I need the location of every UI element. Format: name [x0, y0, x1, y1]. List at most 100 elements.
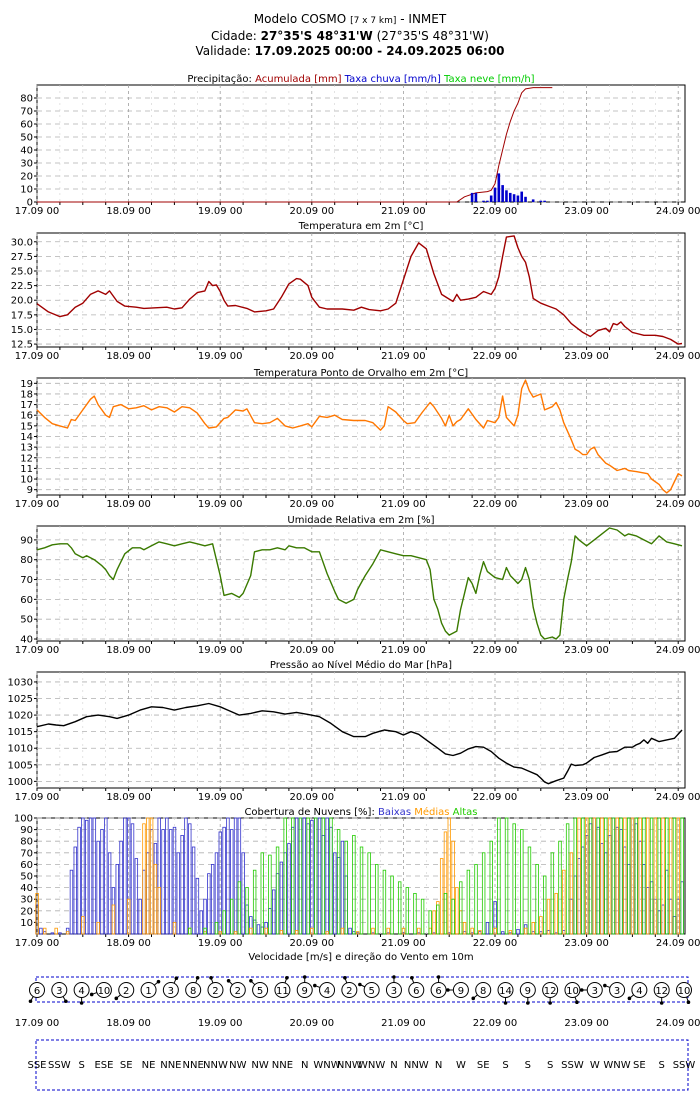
validity-label: Validade: — [195, 44, 251, 58]
wind-speed-value: 3 — [592, 986, 598, 997]
x-tick-label: 20.09 00 — [290, 499, 335, 510]
cloud-bar-altas — [642, 817, 646, 935]
wind-arrow-head — [313, 983, 317, 988]
cloud-bar-baixas — [199, 910, 203, 935]
chart-dewpoint: Temperatura Ponto de Orvalho em 2m [°C] 9… — [15, 368, 700, 510]
rain-rate-bar — [486, 200, 489, 202]
cloud-bar-médias — [153, 864, 158, 935]
wind-arrow-head — [174, 976, 179, 981]
cloud-bar-médias — [172, 922, 177, 935]
series-line — [36, 702, 683, 785]
cloud-bar-altas — [543, 875, 547, 935]
cloud-bar-baixas — [241, 852, 245, 935]
validity-value: 17.09.2025 00:00 - 24.09.2025 06:00 — [254, 44, 505, 58]
y-tick-label: 80 — [20, 555, 33, 566]
wind-speed-circle — [140, 982, 157, 998]
wind-direction-label: S — [502, 1060, 508, 1071]
cloud-bar-altas — [558, 840, 562, 935]
wind-direction-label: WNW — [313, 1060, 340, 1071]
series-line — [36, 527, 683, 640]
cloud-bar-altas — [275, 846, 280, 935]
y-tick-label: 90 — [20, 825, 33, 836]
cloud-bar-altas — [535, 864, 539, 935]
cloud-bar-baixas — [88, 817, 93, 935]
wind-direction-label: N — [390, 1060, 397, 1071]
y-tick-label: 30 — [20, 895, 33, 906]
y-tick-label: 25.0 — [11, 267, 33, 278]
wind-arrow-head — [226, 979, 231, 983]
wind-speed-value: 2 — [123, 986, 129, 997]
cloud-bar-baixas — [92, 817, 97, 935]
cloud-bar-altas — [527, 846, 532, 935]
chart-temp: Temperatura em 2m [°C] 12.5 15.0 17.5 20.0 22… — [11, 221, 700, 362]
cloud-bar-médias — [233, 931, 238, 935]
chart-title: Pressão ao Nível Médio do Mar [hPa] — [270, 659, 452, 671]
cloud-bar-baixas — [161, 829, 165, 935]
cloud-bar-médias — [638, 817, 642, 935]
cloud-bar-médias — [630, 817, 635, 935]
cloud-bar-altas — [291, 817, 295, 935]
x-tick-label: 22.09 00 — [473, 351, 518, 362]
cloud-bar-altas — [588, 817, 593, 935]
x-tick-label: 23.09 00 — [564, 938, 609, 949]
y-tick-label: 50 — [20, 615, 33, 626]
wind-arrow-head — [156, 979, 161, 984]
cloud-bar-altas — [489, 840, 493, 935]
cloud-bar-médias — [81, 916, 85, 935]
y-tick-label: 11 — [20, 464, 33, 475]
cloud-bar-altas — [352, 835, 356, 935]
x-tick-label: 17.09 00 — [15, 499, 60, 510]
x-tick-label: 22.09 00 — [473, 792, 518, 803]
header-line-model: Modelo COSMO [7 x 7 km] - INMET — [0, 12, 700, 29]
chart-clouds: Cobertura de Nuvens [%]: Baixas Médias A… — [14, 806, 700, 949]
x-tick-label: 22.09 00 — [473, 206, 518, 217]
y-tick-label: 60 — [20, 860, 33, 871]
wind-speed-circle — [385, 982, 402, 998]
cloud-bar-baixas — [100, 829, 104, 935]
x-tick-label: 19.09 00 — [198, 645, 243, 656]
cloud-bar-médias — [623, 817, 627, 935]
wind-speed-value: 6 — [34, 986, 40, 997]
wind-direction-label: S — [659, 1060, 665, 1071]
y-tick-label: 70 — [20, 575, 33, 586]
cloud-bar-baixas — [134, 858, 139, 935]
wind-speed-circle — [631, 982, 648, 998]
cloud-bar-altas — [314, 817, 318, 935]
cloud-bar-médias — [653, 817, 658, 935]
y-tick-label: 50 — [20, 872, 33, 883]
wind-speed-value: 10 — [678, 986, 691, 997]
wind-x-tick-label: 20.09 00 — [290, 1018, 335, 1029]
cloud-bar-baixas — [168, 829, 173, 935]
rain-rate-bar — [493, 187, 497, 202]
wind-speed-value: 8 — [190, 986, 196, 997]
rain-rate-bar — [524, 196, 527, 202]
y-tick-label: 1000 — [8, 777, 33, 788]
chart-title: Umidade Relativa em 2m [%] — [287, 515, 434, 526]
wind-speed-circle — [609, 982, 626, 998]
cloud-bar-altas — [203, 927, 207, 935]
cloud-bar-altas — [397, 881, 402, 935]
y-tick-label: 80 — [20, 837, 33, 848]
cloud-bar-médias — [279, 930, 284, 935]
wind-direction-label: S — [78, 1060, 84, 1071]
chart-title-part: Temperatura Ponto de Orvalho em 2m [°C] — [253, 368, 468, 379]
x-tick-label: 18.09 00 — [106, 645, 151, 656]
wind-speed-value: 5 — [368, 986, 374, 997]
cloud-bar-médias — [607, 817, 612, 935]
wind-direction-label: NNW — [337, 1060, 362, 1071]
cloud-bar-médias — [676, 817, 680, 935]
chart-title-part: Acumulada [mm] — [255, 74, 345, 85]
cloud-bar-médias — [531, 922, 535, 935]
y-tick-label: 20 — [20, 906, 33, 917]
y-tick-label: 10 — [20, 918, 33, 929]
cloud-bar-altas — [367, 852, 371, 935]
cloud-bar-altas — [306, 817, 310, 935]
cloud-bar-médias — [96, 922, 100, 935]
cloud-bar-altas — [298, 817, 303, 935]
plot-frame — [36, 84, 686, 203]
wind-direction-label: S — [525, 1060, 531, 1071]
y-tick-label: 70 — [20, 848, 33, 859]
x-tick-label: 17.09 00 — [15, 206, 60, 217]
wind-direction-label: WNW — [358, 1060, 385, 1071]
chart-title-part: Umidade Relativa em 2m [%] — [287, 515, 434, 526]
